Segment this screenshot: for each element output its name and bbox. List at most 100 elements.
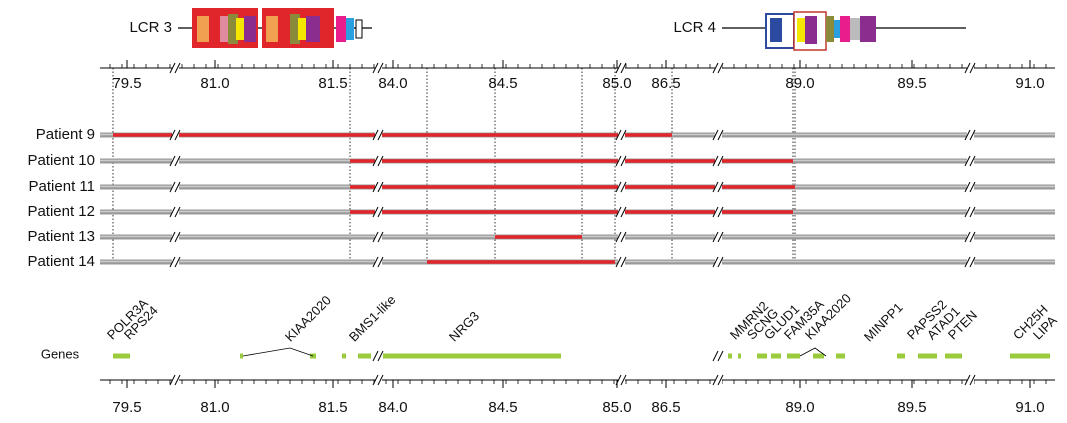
patient-label: Patient 9	[36, 126, 95, 143]
break-mark	[169, 256, 176, 268]
axis-tick-label: 91.0	[1015, 75, 1044, 92]
axis-tick-label: 81.5	[318, 399, 347, 416]
break-mark	[712, 256, 719, 268]
break-gap	[172, 373, 179, 387]
gene-label: MINPP1	[861, 300, 906, 345]
break-mark	[964, 181, 971, 193]
break-mark	[717, 181, 724, 193]
break-gap	[967, 373, 974, 387]
break-mark	[615, 206, 622, 218]
break-mark	[377, 181, 384, 193]
break-mark	[712, 155, 719, 167]
break-mark	[372, 231, 379, 243]
break-gap	[715, 349, 722, 363]
axis-tick-label: 89.0	[785, 399, 814, 416]
break-mark	[717, 206, 724, 218]
break-mark	[964, 155, 971, 167]
break-gap	[375, 373, 382, 387]
break-mark	[372, 374, 379, 386]
break-gap	[967, 255, 974, 269]
break-mark	[964, 256, 971, 268]
break-mark	[620, 206, 627, 218]
break-gap	[618, 154, 625, 168]
break-mark	[620, 374, 627, 386]
axis-tick-label: 86.5	[651, 75, 680, 92]
break-gap	[618, 61, 625, 75]
break-mark	[712, 181, 719, 193]
break-mark	[964, 62, 971, 74]
break-gap	[715, 255, 722, 269]
break-mark	[174, 62, 181, 74]
break-mark	[377, 129, 384, 141]
axis-tick-label: 84.0	[378, 399, 407, 416]
break-gap	[375, 205, 382, 219]
break-mark	[174, 155, 181, 167]
break-mark	[372, 155, 379, 167]
break-gap	[172, 128, 179, 142]
break-mark	[169, 155, 176, 167]
break-mark	[169, 129, 176, 141]
break-gap	[375, 255, 382, 269]
break-mark	[964, 374, 971, 386]
axis-tick-label: 86.5	[651, 399, 680, 416]
break-mark	[372, 206, 379, 218]
axis-tick-label: 81.0	[200, 75, 229, 92]
break-mark	[620, 129, 627, 141]
break-mark	[620, 62, 627, 74]
break-mark	[620, 155, 627, 167]
axis-tick-label: 85.0	[602, 399, 631, 416]
break-gap	[967, 205, 974, 219]
patient-label: Patient 12	[27, 203, 95, 220]
patient-label: Patient 13	[27, 228, 95, 245]
break-mark	[712, 374, 719, 386]
break-mark	[717, 129, 724, 141]
break-gap	[715, 205, 722, 219]
break-mark	[169, 374, 176, 386]
break-mark	[620, 256, 627, 268]
break-gap	[375, 180, 382, 194]
break-gap	[715, 230, 722, 244]
break-mark	[964, 231, 971, 243]
break-gap	[618, 255, 625, 269]
break-mark	[969, 374, 976, 386]
lcr-label: LCR 3	[129, 19, 172, 36]
lcr-label: LCR 4	[673, 19, 716, 36]
break-gap	[375, 154, 382, 168]
break-mark	[377, 155, 384, 167]
break-gap	[172, 154, 179, 168]
break-mark	[174, 256, 181, 268]
break-gap	[618, 230, 625, 244]
gene-label: BMS1-like	[346, 292, 399, 345]
lcr3-diagram	[178, 8, 372, 48]
break-gap	[172, 205, 179, 219]
break-mark	[964, 206, 971, 218]
axis-tick-label: 84.5	[488, 399, 517, 416]
break-mark	[717, 231, 724, 243]
break-mark	[174, 231, 181, 243]
break-gap	[375, 230, 382, 244]
break-gap	[967, 180, 974, 194]
axis-tick-label: 89.5	[897, 399, 926, 416]
gene-connector	[799, 347, 827, 357]
break-mark	[712, 129, 719, 141]
patient-label: Patient 11	[29, 178, 95, 195]
break-gap	[715, 180, 722, 194]
break-mark	[969, 62, 976, 74]
break-mark	[615, 155, 622, 167]
break-mark	[717, 256, 724, 268]
break-mark	[377, 374, 384, 386]
break-mark	[169, 206, 176, 218]
break-gap	[967, 230, 974, 244]
break-mark	[174, 129, 181, 141]
break-mark	[969, 256, 976, 268]
break-gap	[172, 255, 179, 269]
lcr4-diagram	[722, 11, 966, 51]
break-mark	[174, 206, 181, 218]
break-mark	[712, 350, 719, 362]
break-gap	[618, 180, 625, 194]
break-gap	[375, 128, 382, 142]
break-mark	[169, 62, 176, 74]
break-mark	[717, 155, 724, 167]
axis-tick-label: 81.0	[200, 399, 229, 416]
break-mark	[620, 181, 627, 193]
